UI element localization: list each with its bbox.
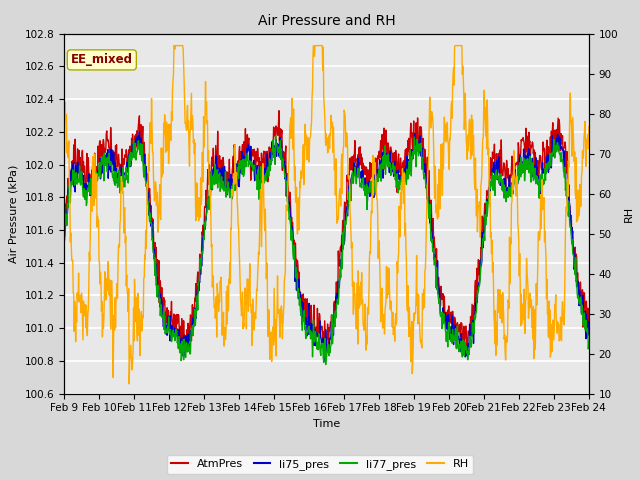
li77_pres [255, 196, 263, 202]
AtmPres [460, 352, 468, 358]
Y-axis label: Air Pressure (kPa): Air Pressure (kPa) [9, 165, 19, 263]
AtmPres [255, 155, 263, 160]
Y-axis label: RH: RH [624, 205, 634, 222]
Line: li77_pres: li77_pres [64, 136, 589, 365]
li77_pres [322, 362, 330, 368]
RH [200, 144, 208, 150]
li77_pres [129, 155, 136, 160]
li75_pres [136, 129, 143, 135]
AtmPres [129, 132, 136, 137]
li75_pres [60, 238, 68, 243]
li77_pres [552, 142, 559, 148]
li75_pres [585, 332, 593, 338]
li75_pres [552, 149, 559, 155]
Legend: AtmPres, li75_pres, li77_pres, RH: AtmPres, li75_pres, li77_pres, RH [166, 455, 474, 474]
AtmPres [552, 130, 559, 136]
li77_pres [332, 315, 340, 321]
RH [170, 43, 178, 48]
li75_pres [440, 313, 448, 319]
li77_pres [60, 228, 68, 234]
RH [60, 120, 68, 126]
li75_pres [256, 175, 264, 181]
AtmPres [275, 108, 283, 114]
li75_pres [332, 294, 340, 300]
Line: AtmPres: AtmPres [64, 111, 589, 355]
RH [125, 381, 133, 387]
RH [256, 203, 264, 208]
Title: Air Pressure and RH: Air Pressure and RH [257, 14, 396, 28]
RH [332, 156, 340, 162]
li77_pres [585, 339, 593, 345]
RH [129, 348, 137, 354]
li75_pres [129, 142, 136, 147]
AtmPres [332, 308, 339, 314]
Line: li75_pres: li75_pres [64, 132, 589, 361]
RH [440, 114, 448, 120]
li75_pres [321, 358, 328, 364]
Text: EE_mixed: EE_mixed [71, 53, 133, 66]
AtmPres [60, 202, 68, 208]
li77_pres [199, 247, 207, 253]
AtmPres [199, 222, 207, 228]
li77_pres [272, 133, 280, 139]
AtmPres [585, 323, 593, 329]
AtmPres [440, 312, 448, 317]
li77_pres [440, 319, 448, 325]
Line: RH: RH [64, 46, 589, 384]
RH [552, 292, 559, 298]
RH [585, 124, 593, 130]
X-axis label: Time: Time [313, 419, 340, 429]
li75_pres [200, 229, 207, 235]
